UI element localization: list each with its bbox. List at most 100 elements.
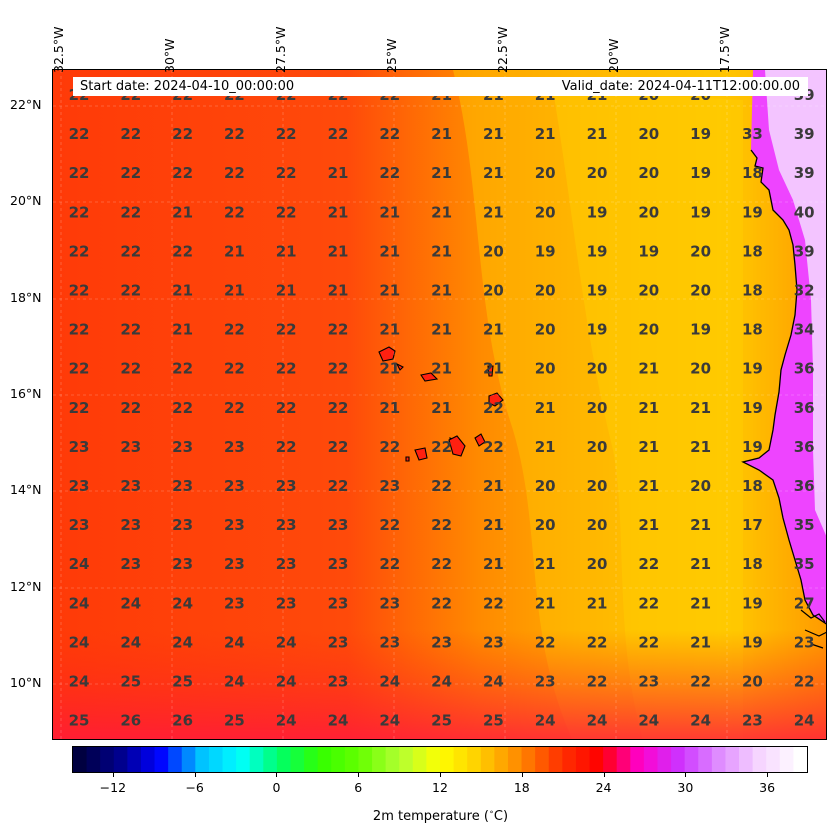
temperature-value: 22	[431, 516, 452, 534]
temperature-value: 22	[431, 477, 452, 495]
temperature-value: 19	[742, 633, 763, 651]
temperature-value: 20	[587, 477, 608, 495]
temperature-value: 22	[172, 242, 193, 260]
colorbar-segment	[290, 747, 305, 772]
colorbar-segment	[589, 747, 604, 772]
temperature-value: 23	[742, 712, 763, 730]
temperature-value: 22	[431, 555, 452, 573]
temperature-value: 21	[431, 242, 452, 260]
temperature-value: 24	[69, 633, 90, 651]
temperature-value: 23	[379, 477, 400, 495]
colorbar-segment	[181, 747, 196, 772]
colorbar-segment	[399, 747, 414, 772]
temperature-value: 23	[276, 555, 297, 573]
temperature-value: 22	[276, 360, 297, 378]
temperature-value: 36	[794, 477, 815, 495]
temperature-value: 22	[172, 125, 193, 143]
colorbar-tick	[767, 773, 769, 777]
temperature-value: 21	[172, 321, 193, 339]
temperature-value: 22	[638, 633, 659, 651]
temperature-value: 20	[638, 321, 659, 339]
temperature-value: 21	[276, 242, 297, 260]
temperature-value: 24	[535, 712, 556, 730]
colorbar-segment	[575, 747, 591, 772]
colorbar-title: 2m temperature (∘C)	[0, 808, 837, 824]
temperature-value: 23	[172, 555, 193, 573]
temperature-value: 21	[638, 360, 659, 378]
temperature-value: 19	[742, 360, 763, 378]
temperature-value: 22	[120, 164, 141, 182]
latitude-label: 10°N	[10, 675, 42, 690]
temperature-value: 22	[224, 321, 245, 339]
temperature-value: 21	[379, 360, 400, 378]
temperature-value: 23	[69, 438, 90, 456]
longitude-label: 30°W	[162, 38, 177, 73]
temperature-value: 22	[794, 673, 815, 691]
temperature-value: 21	[690, 594, 711, 612]
temperature-value: 23	[535, 673, 556, 691]
cape-verde-islands	[378, 346, 504, 462]
colorbar-segment	[480, 747, 495, 772]
temperature-value: 22	[379, 516, 400, 534]
temperature-value: 22	[69, 399, 90, 417]
temperature-value: 20	[638, 282, 659, 300]
temperature-value: 21	[535, 594, 556, 612]
temperature-value: 23	[120, 555, 141, 573]
temperature-value: 21	[431, 360, 452, 378]
temperature-value: 19	[742, 594, 763, 612]
temperature-value: 39	[794, 242, 815, 260]
temperature-value: 21	[535, 438, 556, 456]
temperature-value: 20	[587, 516, 608, 534]
temperature-value: 24	[276, 712, 297, 730]
temperature-value: 24	[172, 594, 193, 612]
temperature-value: 26	[172, 712, 193, 730]
temperature-value: 22	[431, 594, 452, 612]
temperature-value: 22	[328, 399, 349, 417]
temperature-value: 20	[690, 477, 711, 495]
temperature-value: 20	[638, 164, 659, 182]
temperature-value: 21	[379, 242, 400, 260]
temperature-value: 23	[276, 516, 297, 534]
coastline	[741, 149, 826, 625]
temperature-value: 21	[483, 516, 504, 534]
colorbar-tick-label: −12	[99, 780, 127, 795]
temperature-value: 21	[638, 399, 659, 417]
temperature-value: 25	[483, 712, 504, 730]
temperature-value: 21	[483, 477, 504, 495]
temperature-value: 21	[483, 555, 504, 573]
colorbar-tick	[112, 773, 114, 777]
temperature-value: 24	[690, 712, 711, 730]
temperature-value: 25	[431, 712, 452, 730]
temperature-value: 20	[742, 673, 763, 691]
temperature-value: 21	[535, 125, 556, 143]
colorbar-tick-label: −6	[185, 780, 204, 795]
temperature-value: 23	[120, 438, 141, 456]
temperature-value: 18	[742, 477, 763, 495]
temperature-value: 20	[483, 242, 504, 260]
temperature-value: 24	[224, 673, 245, 691]
temperature-value: 20	[587, 164, 608, 182]
temperature-value: 20	[535, 164, 556, 182]
temperature-value: 23	[69, 477, 90, 495]
colorbar-segment	[100, 747, 115, 772]
temperature-value: 21	[328, 164, 349, 182]
temperature-value: 24	[69, 594, 90, 612]
temperature-value: 24	[587, 712, 608, 730]
colorbar-segment	[127, 747, 142, 772]
colorbar-tick	[276, 773, 278, 777]
temperature-value: 22	[224, 125, 245, 143]
temperature-value: 21	[690, 516, 711, 534]
latitude-label: 16°N	[10, 386, 42, 401]
temperature-value: 22	[328, 321, 349, 339]
temperature-value: 23	[224, 594, 245, 612]
temperature-value: 22	[69, 242, 90, 260]
temperature-value: 21	[587, 594, 608, 612]
temperature-value: 19	[535, 242, 556, 260]
colorbar-segment	[236, 747, 251, 772]
temperature-value: 22	[69, 125, 90, 143]
valid-date-label: Valid_date: 2024-04-11T12:00:00.00	[561, 79, 800, 94]
temperature-value: 22	[69, 360, 90, 378]
colorbar-segment	[263, 747, 278, 772]
temperature-value: 23	[224, 555, 245, 573]
temperature-value: 24	[794, 712, 815, 730]
